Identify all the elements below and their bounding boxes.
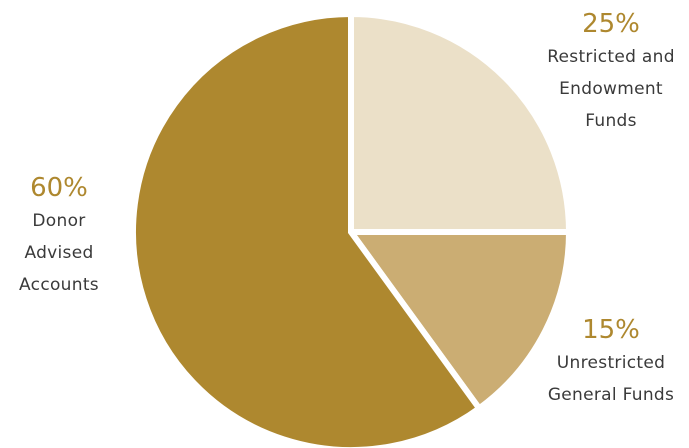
category-label-restricted-endowment-line-1: Restricted and (547, 47, 675, 67)
category-label-donor-advised-line-3: Accounts (19, 275, 99, 295)
percent-label-donor-advised: 60% (30, 173, 88, 203)
percent-label-restricted-endowment: 25% (582, 9, 640, 39)
pie-slice-restricted-endowment (348, 10, 573, 235)
category-label-restricted-endowment-line-3: Funds (585, 111, 637, 131)
pie-slice-donor-advised (130, 10, 484, 448)
pie-slices (130, 10, 573, 448)
slice-labels: 25% Restricted and Endowment Funds 15% Unrest… (19, 9, 675, 405)
category-label-unrestricted-general-line-1: Unrestricted (557, 353, 665, 373)
category-label-unrestricted-general-line-2: General Funds (548, 385, 674, 405)
category-label-restricted-endowment-line-2: Endowment (559, 79, 663, 99)
pie-slice-unrestricted-general (345, 229, 573, 413)
category-label-donor-advised-line-2: Advised (24, 243, 93, 263)
category-label-donor-advised-line-1: Donor (32, 211, 85, 231)
percent-label-unrestricted-general: 15% (582, 315, 640, 345)
